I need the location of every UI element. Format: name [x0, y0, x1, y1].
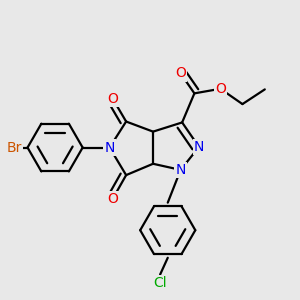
Text: O: O: [107, 92, 118, 106]
Text: O: O: [107, 192, 118, 206]
Text: N: N: [104, 141, 115, 154]
Text: O: O: [215, 82, 226, 96]
Text: Br: Br: [7, 141, 22, 154]
Text: Cl: Cl: [153, 276, 167, 290]
Text: N: N: [194, 140, 204, 154]
Text: N: N: [176, 163, 186, 177]
Text: O: O: [175, 67, 186, 80]
